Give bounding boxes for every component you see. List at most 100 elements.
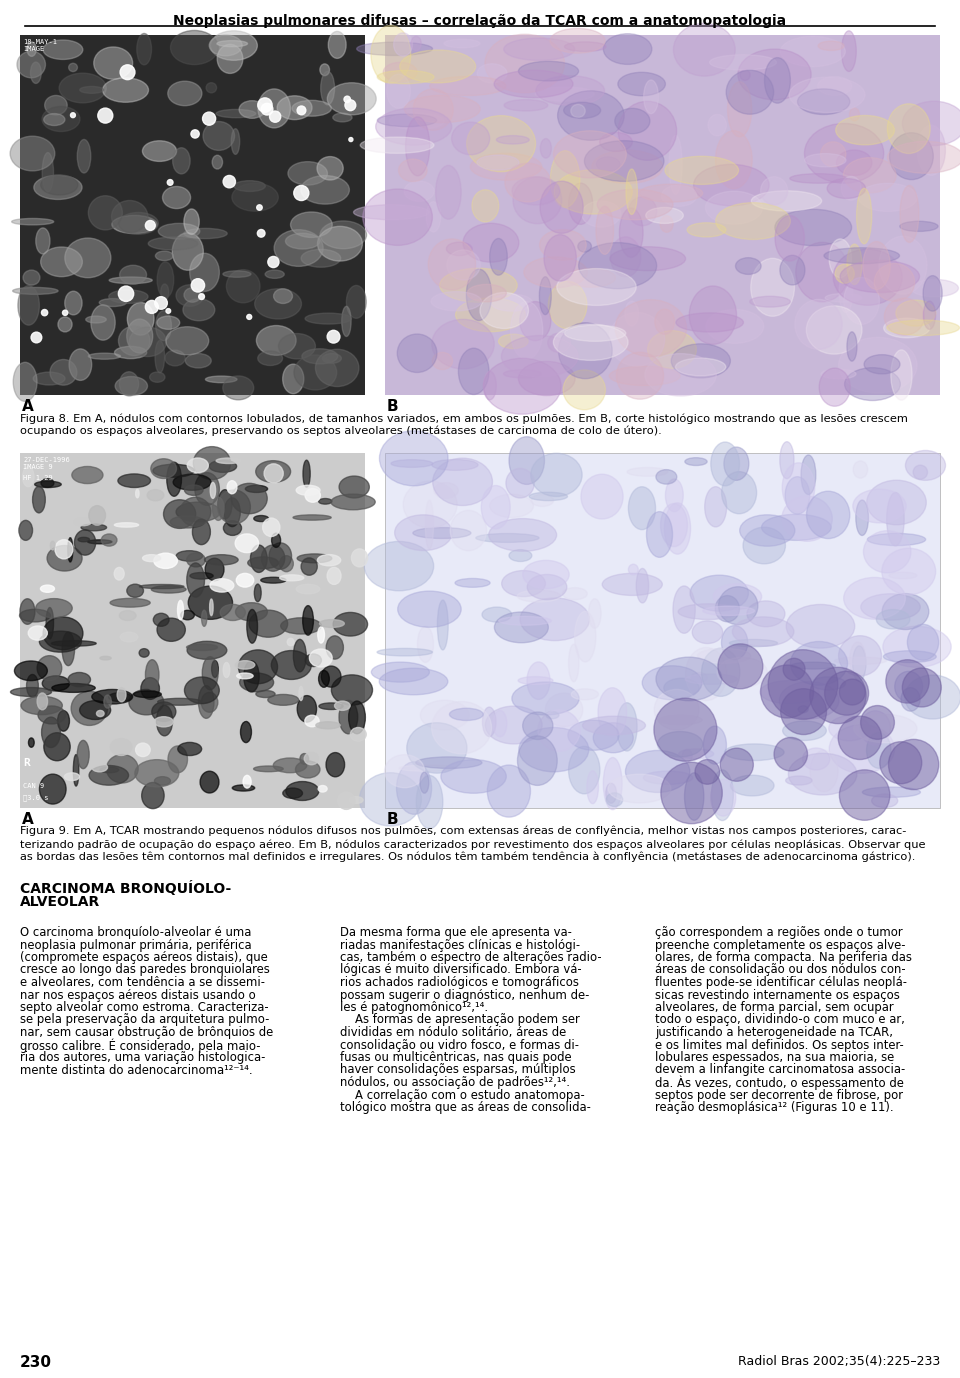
Ellipse shape <box>383 62 418 81</box>
Ellipse shape <box>88 353 120 360</box>
Ellipse shape <box>761 514 831 540</box>
Ellipse shape <box>887 142 960 174</box>
Ellipse shape <box>34 372 65 384</box>
Ellipse shape <box>845 368 900 401</box>
Ellipse shape <box>77 740 89 769</box>
Ellipse shape <box>664 678 699 697</box>
Ellipse shape <box>852 646 866 681</box>
Ellipse shape <box>232 785 254 791</box>
Ellipse shape <box>305 313 351 324</box>
Ellipse shape <box>646 511 673 557</box>
Text: lógicas é muito diversificado. Embora vá-: lógicas é muito diversificado. Embora vá… <box>340 963 582 977</box>
Circle shape <box>70 113 76 117</box>
Ellipse shape <box>785 776 812 785</box>
Ellipse shape <box>804 153 846 167</box>
Ellipse shape <box>154 613 169 627</box>
Ellipse shape <box>477 154 519 169</box>
Circle shape <box>145 220 156 230</box>
Ellipse shape <box>279 555 294 572</box>
Ellipse shape <box>240 672 274 692</box>
Text: Da mesma forma que ele apresenta va-: Da mesma forma que ele apresenta va- <box>340 926 572 938</box>
Ellipse shape <box>656 657 722 700</box>
Ellipse shape <box>232 183 278 211</box>
Circle shape <box>98 107 113 123</box>
Ellipse shape <box>202 692 218 712</box>
Ellipse shape <box>710 780 735 816</box>
Ellipse shape <box>152 586 186 593</box>
Ellipse shape <box>178 743 202 755</box>
Ellipse shape <box>804 124 884 183</box>
Circle shape <box>825 671 869 715</box>
Circle shape <box>718 644 763 689</box>
Ellipse shape <box>44 733 70 761</box>
Ellipse shape <box>715 131 753 189</box>
Ellipse shape <box>891 350 912 400</box>
Ellipse shape <box>704 726 727 765</box>
Ellipse shape <box>780 255 804 285</box>
Ellipse shape <box>216 457 241 463</box>
Ellipse shape <box>220 605 246 620</box>
Ellipse shape <box>853 460 868 478</box>
Ellipse shape <box>41 478 54 488</box>
Ellipse shape <box>867 733 891 769</box>
Ellipse shape <box>602 573 662 595</box>
Ellipse shape <box>235 602 268 621</box>
Ellipse shape <box>685 674 737 685</box>
Circle shape <box>783 659 805 681</box>
Ellipse shape <box>554 169 633 214</box>
Text: O carcinoma bronquíolo-alveolar é uma: O carcinoma bronquíolo-alveolar é uma <box>20 926 252 938</box>
Ellipse shape <box>296 761 320 779</box>
Ellipse shape <box>425 500 434 550</box>
Ellipse shape <box>184 677 219 704</box>
Ellipse shape <box>476 533 539 543</box>
Ellipse shape <box>129 689 164 715</box>
Ellipse shape <box>120 266 147 284</box>
Ellipse shape <box>498 616 551 626</box>
Ellipse shape <box>540 139 551 158</box>
Ellipse shape <box>798 90 850 114</box>
Ellipse shape <box>234 710 249 721</box>
Text: septo alveolar como estroma. Caracteriza-: septo alveolar como estroma. Caracteriza… <box>20 1000 269 1014</box>
Ellipse shape <box>300 754 308 765</box>
Ellipse shape <box>170 515 204 528</box>
Ellipse shape <box>387 74 411 109</box>
Ellipse shape <box>518 728 588 772</box>
Ellipse shape <box>357 43 433 55</box>
Ellipse shape <box>481 485 510 529</box>
Ellipse shape <box>494 70 573 98</box>
Circle shape <box>41 310 48 316</box>
Ellipse shape <box>691 672 708 682</box>
Circle shape <box>270 112 280 123</box>
Ellipse shape <box>156 311 172 340</box>
Ellipse shape <box>732 617 794 646</box>
Ellipse shape <box>509 550 532 561</box>
Ellipse shape <box>896 300 936 327</box>
Ellipse shape <box>661 185 697 207</box>
Ellipse shape <box>440 269 517 302</box>
Ellipse shape <box>327 568 341 584</box>
Ellipse shape <box>292 101 331 116</box>
Ellipse shape <box>11 688 52 696</box>
Ellipse shape <box>323 354 342 364</box>
Ellipse shape <box>200 772 219 792</box>
Ellipse shape <box>432 353 452 369</box>
Ellipse shape <box>55 540 73 559</box>
Ellipse shape <box>629 197 657 226</box>
Ellipse shape <box>654 689 699 730</box>
Ellipse shape <box>579 243 657 289</box>
Ellipse shape <box>884 298 924 335</box>
Ellipse shape <box>283 788 302 798</box>
Ellipse shape <box>656 470 677 484</box>
Ellipse shape <box>591 150 663 183</box>
Ellipse shape <box>258 90 290 128</box>
Ellipse shape <box>45 95 67 114</box>
Ellipse shape <box>603 758 622 810</box>
Ellipse shape <box>790 642 848 685</box>
Ellipse shape <box>39 631 82 652</box>
Text: nódulos, ou associação de padrões¹²,¹⁴.: nódulos, ou associação de padrões¹²,¹⁴. <box>340 1076 570 1089</box>
Ellipse shape <box>80 700 110 719</box>
Ellipse shape <box>301 349 338 364</box>
Ellipse shape <box>139 649 149 657</box>
Ellipse shape <box>135 743 150 757</box>
Ellipse shape <box>433 457 492 506</box>
